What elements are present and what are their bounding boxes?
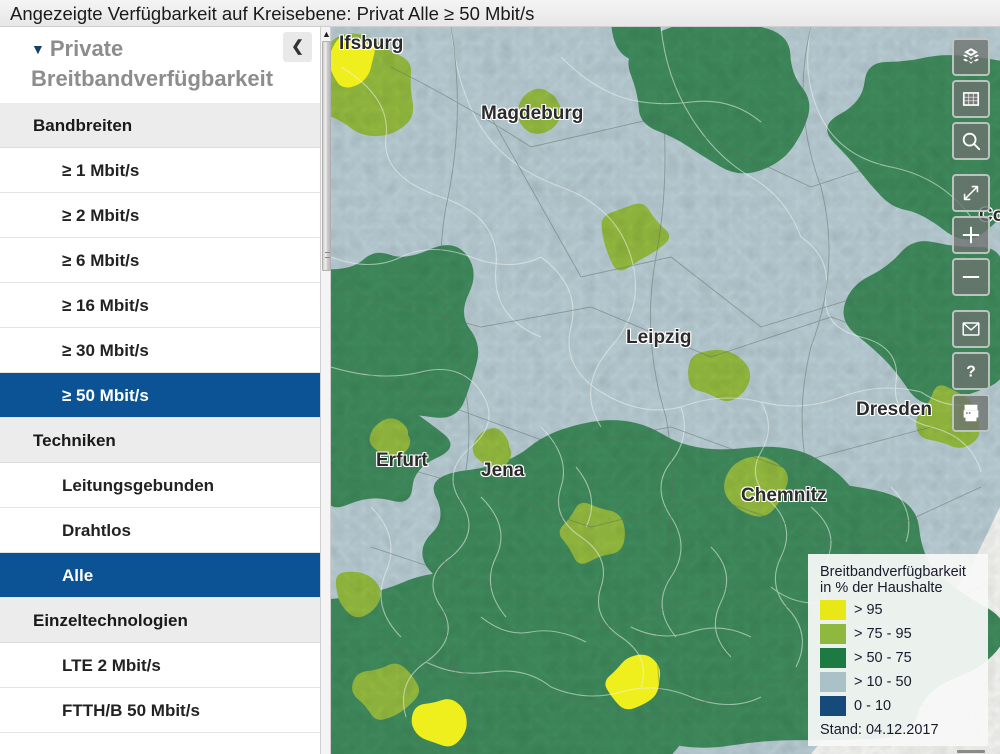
svg-text:?: ? <box>966 364 976 381</box>
